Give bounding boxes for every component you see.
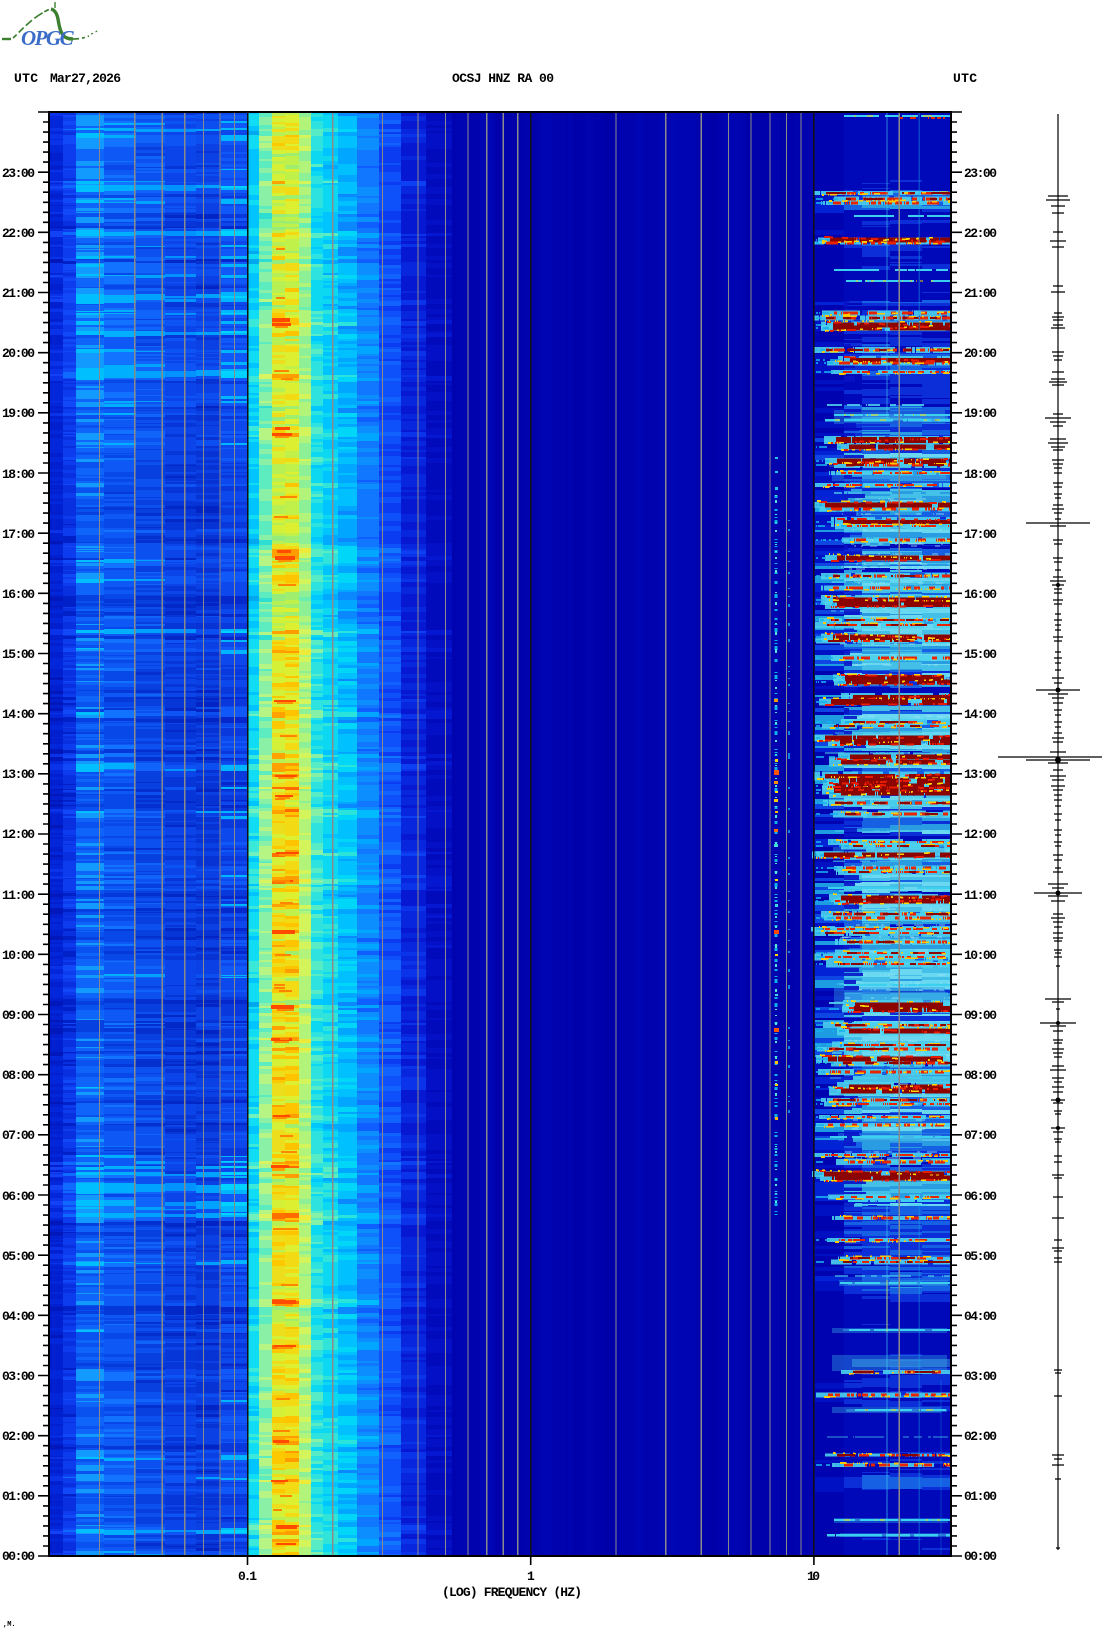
svg-text:08:00: 08:00 xyxy=(2,1068,35,1083)
svg-text:05:00: 05:00 xyxy=(964,1249,997,1264)
svg-text:02:00: 02:00 xyxy=(964,1429,997,1444)
svg-text:18:00: 18:00 xyxy=(2,467,35,482)
svg-text:01:00: 01:00 xyxy=(964,1489,997,1504)
svg-text:16:00: 16:00 xyxy=(964,587,997,602)
svg-text:22:00: 22:00 xyxy=(2,226,35,241)
svg-text:18:00: 18:00 xyxy=(964,467,997,482)
svg-text:07:00: 07:00 xyxy=(2,1128,35,1143)
svg-text:22:00: 22:00 xyxy=(964,226,997,241)
svg-text:06:00: 06:00 xyxy=(964,1189,997,1204)
svg-text:14:00: 14:00 xyxy=(2,707,35,722)
svg-text:09:00: 09:00 xyxy=(964,1008,997,1023)
svg-text:19:00: 19:00 xyxy=(2,406,35,421)
svg-text:20:00: 20:00 xyxy=(2,346,35,361)
svg-text:23:00: 23:00 xyxy=(964,166,997,181)
svg-text:11:00: 11:00 xyxy=(964,888,997,903)
svg-text:12:00: 12:00 xyxy=(964,827,997,842)
svg-text:15:00: 15:00 xyxy=(2,647,35,662)
svg-text:13:00: 13:00 xyxy=(964,767,997,782)
svg-text:10: 10 xyxy=(807,1569,820,1584)
svg-text:17:00: 17:00 xyxy=(2,527,35,542)
svg-text:03:00: 03:00 xyxy=(964,1369,997,1384)
svg-text:11:00: 11:00 xyxy=(2,888,35,903)
svg-text:UTC: UTC xyxy=(953,71,977,86)
svg-text:08:00: 08:00 xyxy=(964,1068,997,1083)
svg-text:05:00: 05:00 xyxy=(2,1249,35,1264)
svg-text:01:00: 01:00 xyxy=(2,1489,35,1504)
svg-text:19:00: 19:00 xyxy=(964,406,997,421)
svg-text:OPGC: OPGC xyxy=(21,26,75,50)
svg-text:Mar27,2026: Mar27,2026 xyxy=(50,71,121,86)
svg-text:21:00: 21:00 xyxy=(2,286,35,301)
svg-text:(LOG) FREQUENCY (HZ): (LOG) FREQUENCY (HZ) xyxy=(442,1585,582,1600)
svg-text:21:00: 21:00 xyxy=(964,286,997,301)
svg-text:0.1: 0.1 xyxy=(238,1569,257,1584)
svg-text:02:00: 02:00 xyxy=(2,1429,35,1444)
svg-text:15:00: 15:00 xyxy=(964,647,997,662)
svg-text:06:00: 06:00 xyxy=(2,1189,35,1204)
svg-text:16:00: 16:00 xyxy=(2,587,35,602)
svg-text:13:00: 13:00 xyxy=(2,767,35,782)
svg-text:03:00: 03:00 xyxy=(2,1369,35,1384)
svg-text:20:00: 20:00 xyxy=(964,346,997,361)
svg-text:04:00: 04:00 xyxy=(2,1309,35,1324)
svg-text:10:00: 10:00 xyxy=(964,948,997,963)
svg-text:OCSJ HNZ RA 00: OCSJ HNZ RA 00 xyxy=(452,71,554,86)
svg-text:1: 1 xyxy=(527,1569,535,1584)
svg-text:07:00: 07:00 xyxy=(964,1128,997,1143)
svg-text:12:00: 12:00 xyxy=(2,827,35,842)
svg-text:09:00: 09:00 xyxy=(2,1008,35,1023)
svg-text:14:00: 14:00 xyxy=(964,707,997,722)
svg-text:,M.: ,M. xyxy=(3,1621,16,1629)
svg-text:00:00: 00:00 xyxy=(964,1549,997,1564)
svg-text:17:00: 17:00 xyxy=(964,527,997,542)
svg-text:UTC: UTC xyxy=(14,71,38,86)
svg-text:23:00: 23:00 xyxy=(2,166,35,181)
svg-text:00:00: 00:00 xyxy=(2,1549,35,1564)
svg-text:10:00: 10:00 xyxy=(2,948,35,963)
svg-text:04:00: 04:00 xyxy=(964,1309,997,1324)
